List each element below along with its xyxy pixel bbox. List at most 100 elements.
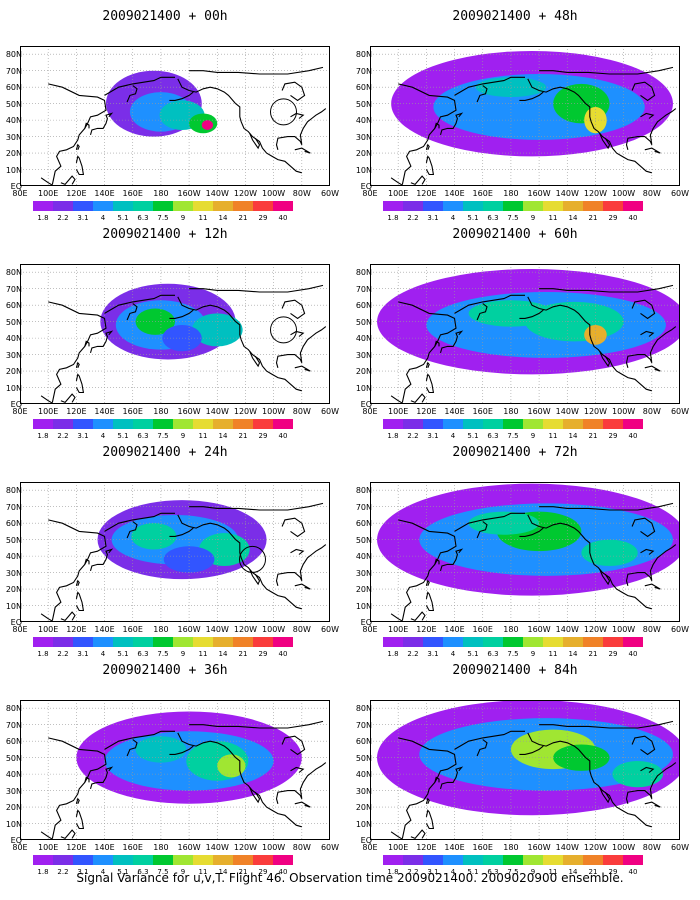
colorbar-label: 2.2: [57, 650, 69, 658]
colorbar-label: 14: [218, 214, 228, 222]
colorbar-swatch: [523, 855, 543, 865]
colorbar-label: 2.2: [407, 868, 419, 876]
lon-tick-label: 140W: [205, 189, 229, 198]
lon-tick-label: 160E: [122, 843, 143, 852]
lat-tick-label: 30N: [5, 786, 22, 796]
colorbar-label: 1.8: [387, 214, 399, 222]
lon-tick-label: 80E: [12, 843, 28, 852]
coastline: [519, 745, 544, 755]
lon-tick-label: 60W: [320, 843, 340, 852]
colorbar-label: 9: [530, 650, 536, 658]
coastline: [249, 133, 261, 150]
colorbar-swatch: [543, 637, 563, 647]
colorbar-swatch: [583, 855, 603, 865]
colorbar-swatch: [443, 855, 463, 865]
colorbar-label: 14: [568, 432, 578, 440]
lon-tick-label: 180: [153, 189, 169, 198]
lon-tick-label: 80W: [642, 189, 661, 198]
colorbar-label: 2.2: [57, 214, 69, 222]
coastline: [625, 544, 677, 586]
colorbar-label: 1.8: [37, 650, 49, 658]
colorbar-label: 29: [608, 214, 618, 222]
colorbar-swatch: [233, 855, 253, 865]
colorbar-label: 3.1: [77, 868, 89, 876]
coastline: [290, 766, 305, 773]
colorbar-label: 3.1: [427, 432, 439, 440]
coastline: [75, 373, 85, 394]
lon-tick-label: 120E: [66, 843, 87, 852]
coastline: [410, 829, 426, 840]
coastline: [126, 303, 138, 321]
colorbar-swatch: [463, 419, 483, 429]
lat-tick-label: 10N: [5, 165, 22, 175]
lon-tick-label: 100W: [262, 843, 286, 852]
lat-tick-label: 10N: [355, 165, 372, 175]
coastline: [169, 91, 194, 101]
lon-tick-label: 80W: [292, 407, 311, 416]
colorbar-label: 5.1: [117, 214, 129, 222]
lon-tick-label: 140E: [94, 625, 115, 634]
coastline: [640, 548, 655, 555]
colorbar-swatch: [603, 419, 623, 429]
coastline: [539, 66, 674, 75]
lon-tick-label: 120E: [66, 189, 87, 198]
coastline: [189, 502, 324, 511]
colorbar-label: 6.3: [487, 650, 499, 658]
variance-map: [20, 46, 330, 186]
colorbar-swatch: [623, 201, 643, 211]
map-frame: [370, 264, 680, 404]
lon-tick-label: 160W: [527, 189, 551, 198]
colorbar-label: 11: [198, 214, 208, 222]
lon-tick-label: 140E: [444, 843, 465, 852]
lat-tick-label: EQ: [360, 836, 372, 845]
lon-tick-label: 160E: [472, 625, 493, 634]
coastline: [281, 299, 306, 320]
lat-tick-label: 80N: [355, 704, 372, 714]
coastline: [631, 299, 656, 320]
coastline: [585, 757, 652, 828]
colorbar-swatch: [233, 201, 253, 211]
map-panel: 2009021400 + 84h 80N 70N 60N 50N 40N 30N 20N 10N…: [350, 662, 689, 876]
coastline: [631, 735, 656, 756]
lon-tick-label: 80E: [12, 407, 28, 416]
lon-tick-label: 180: [153, 625, 169, 634]
colorbar-swatch: [503, 419, 523, 429]
lat-tick-label: 50N: [355, 317, 372, 327]
colorbar-swatch: [193, 855, 213, 865]
coastline: [425, 361, 430, 369]
lat-tick-label: 40N: [5, 334, 22, 344]
colorbar-swatch: [523, 419, 543, 429]
coastline: [527, 732, 587, 758]
colorbar-label: 21: [588, 214, 598, 222]
lon-tick-label: 120W: [233, 843, 258, 852]
lat-tick-label: EQ: [360, 182, 372, 191]
lat-tick-label: 30N: [5, 132, 22, 142]
lon-tick-label: 120W: [233, 189, 258, 198]
coastline: [294, 583, 311, 590]
lon-tick-label: 80E: [362, 843, 378, 852]
lat-tick-label: 40N: [355, 770, 372, 780]
coastline: [476, 85, 488, 103]
colorbar-swatch: [273, 419, 293, 429]
lat-tick-label: 10N: [355, 819, 372, 829]
coastline: [434, 122, 440, 129]
colorbar-swatch: [423, 855, 443, 865]
colorbar-label: 21: [588, 432, 598, 440]
lon-tick-label: 120E: [66, 407, 87, 416]
colorbar-label: 1.8: [37, 868, 49, 876]
lat-tick-label: 70N: [355, 720, 372, 730]
coastline: [84, 122, 90, 129]
coastline: [169, 745, 194, 755]
coastline: [169, 527, 194, 537]
coastline: [539, 502, 674, 511]
colorbar-label: 2.2: [407, 214, 419, 222]
colorbar-swatch: [153, 419, 173, 429]
colorbar-swatch: [93, 201, 113, 211]
colorbar-swatch: [543, 201, 563, 211]
coastline: [290, 548, 305, 555]
lon-tick-label: 100W: [612, 625, 636, 634]
colorbar-label: 40: [628, 432, 638, 440]
lon-tick-label: 100W: [612, 189, 636, 198]
colorbar: [33, 419, 293, 429]
lat-tick-label: 10N: [5, 601, 22, 611]
